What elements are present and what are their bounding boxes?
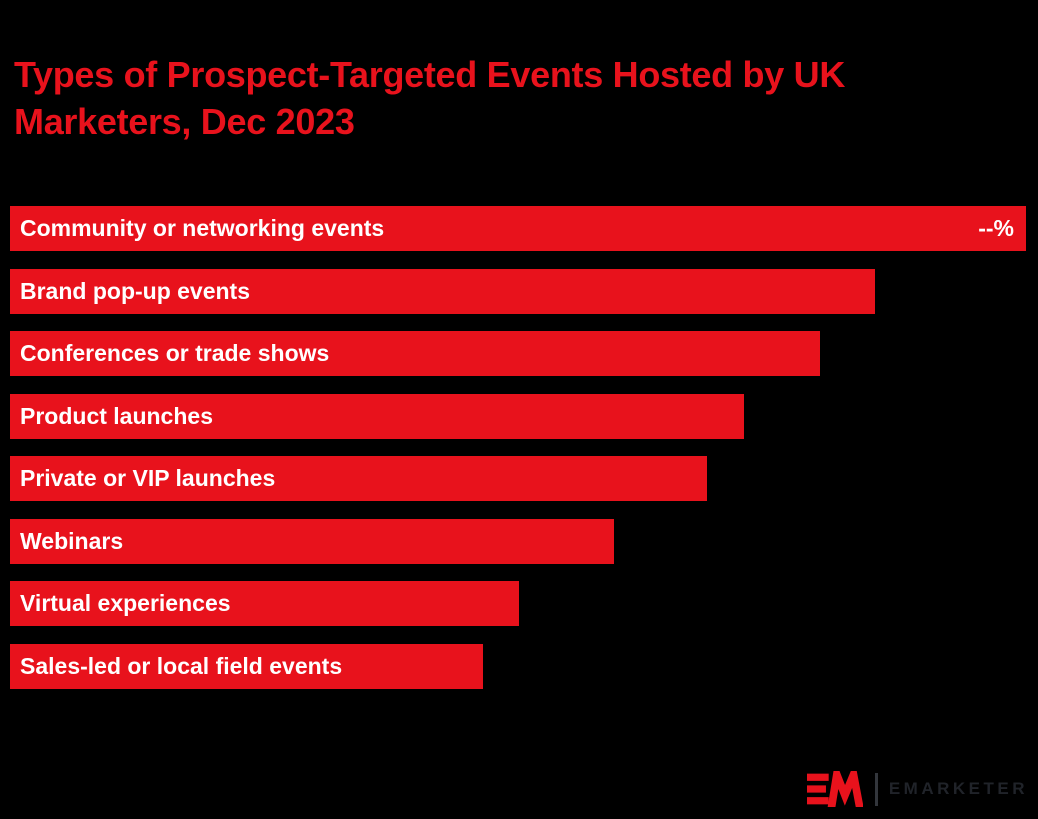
brand-lockup: EMARKETER (806, 770, 1028, 808)
bar-row: Virtual experiences (10, 581, 520, 626)
bar-label: Community or networking events (20, 215, 385, 241)
bar-row: Sales-led or local field events (10, 643, 484, 689)
bar-row: Webinars (10, 518, 614, 564)
chart-title-line-2: Marketers, Dec 2023 (14, 101, 355, 143)
chart-title-line-1: Types of Prospect-Targeted Events Hosted… (14, 54, 846, 96)
em-logo-icon (806, 771, 863, 807)
chart-title: Types of Prospect-Targeted Events Hosted… (14, 51, 1024, 145)
brand-divider (874, 772, 878, 806)
bar-row: Private or VIP launches (10, 456, 707, 501)
bar-label: Conferences or trade shows (20, 340, 330, 366)
bar-label: Brand pop-up events (20, 277, 251, 304)
bar-row: Brand pop-up events (10, 268, 875, 314)
bar-row: Community or networking events --% (10, 206, 1026, 251)
bar-label: Virtual experiences (20, 590, 231, 616)
bar-row: Product launches (10, 393, 744, 439)
bar-label: Product launches (20, 402, 213, 429)
bar-label: Webinars (20, 527, 124, 554)
bar-value: --% (978, 215, 1014, 241)
bar-label: Private or VIP launches (20, 465, 276, 491)
bar-row: Conferences or trade shows (10, 331, 820, 376)
bar-chart: Community or networking events --% Brand… (10, 206, 1026, 689)
brand-wordmark: EMARKETER (888, 779, 1028, 798)
bar-label: Sales-led or local field events (20, 652, 343, 679)
